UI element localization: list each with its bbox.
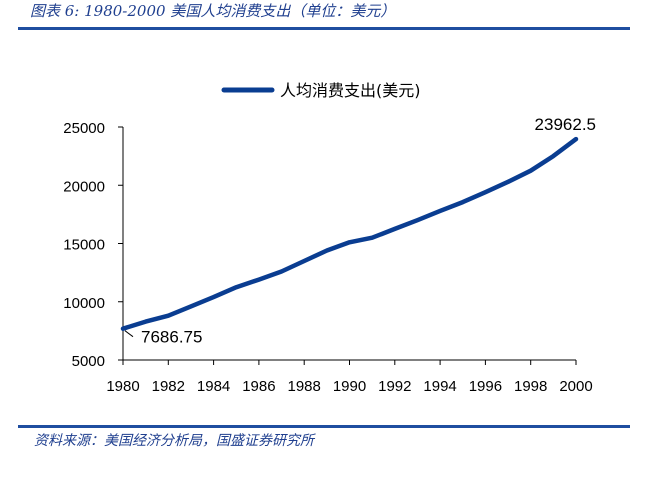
x-tick-label: 1994: [423, 378, 456, 395]
chart-annotations: 7686.75 23962.5: [124, 115, 596, 347]
y-tick-label: 5000: [72, 353, 105, 370]
y-tick-label: 20000: [63, 178, 105, 195]
x-tick-label: 1996: [469, 378, 502, 395]
x-tick-label: 1986: [242, 378, 275, 395]
chart-series: [120, 136, 579, 331]
x-tick-label: 1982: [152, 378, 185, 395]
x-tick-label: 1992: [378, 378, 411, 395]
y-axis-ticks: 5000 10000 15000 20000 25000: [63, 120, 123, 370]
x-axis-ticks: 1980 1982 1984 1986 1988 1990 1992 1994 1996 1998…: [106, 360, 593, 395]
y-tick-label: 15000: [63, 237, 105, 254]
x-tick-label: 1990: [333, 378, 366, 395]
figure-title: 图表 6: 1980-2000 美国人均消费支出（单位：美元）: [30, 2, 396, 20]
x-tick-label: 1988: [288, 378, 321, 395]
chart-legend: 人均消费支出(美元): [221, 81, 421, 100]
bottom-divider: [18, 425, 630, 428]
x-tick-label: 1980: [106, 378, 139, 395]
x-tick-label: 1998: [514, 378, 547, 395]
y-tick-label: 25000: [63, 120, 105, 137]
annotation-start-value: 7686.75: [141, 328, 202, 347]
top-divider: [18, 27, 630, 30]
x-tick-label: 1984: [197, 378, 230, 395]
x-tick-label: 2000: [559, 378, 592, 395]
annotation-end-value: 23962.5: [535, 115, 596, 134]
series-line-0: [120, 136, 579, 331]
y-tick-label: 10000: [63, 295, 105, 312]
legend-label-consumption: 人均消费支出(美元): [280, 81, 421, 100]
annotation-leader-start: [124, 330, 134, 338]
source-note: 资料来源：美国经济分析局，国盛证券研究所: [34, 433, 314, 449]
